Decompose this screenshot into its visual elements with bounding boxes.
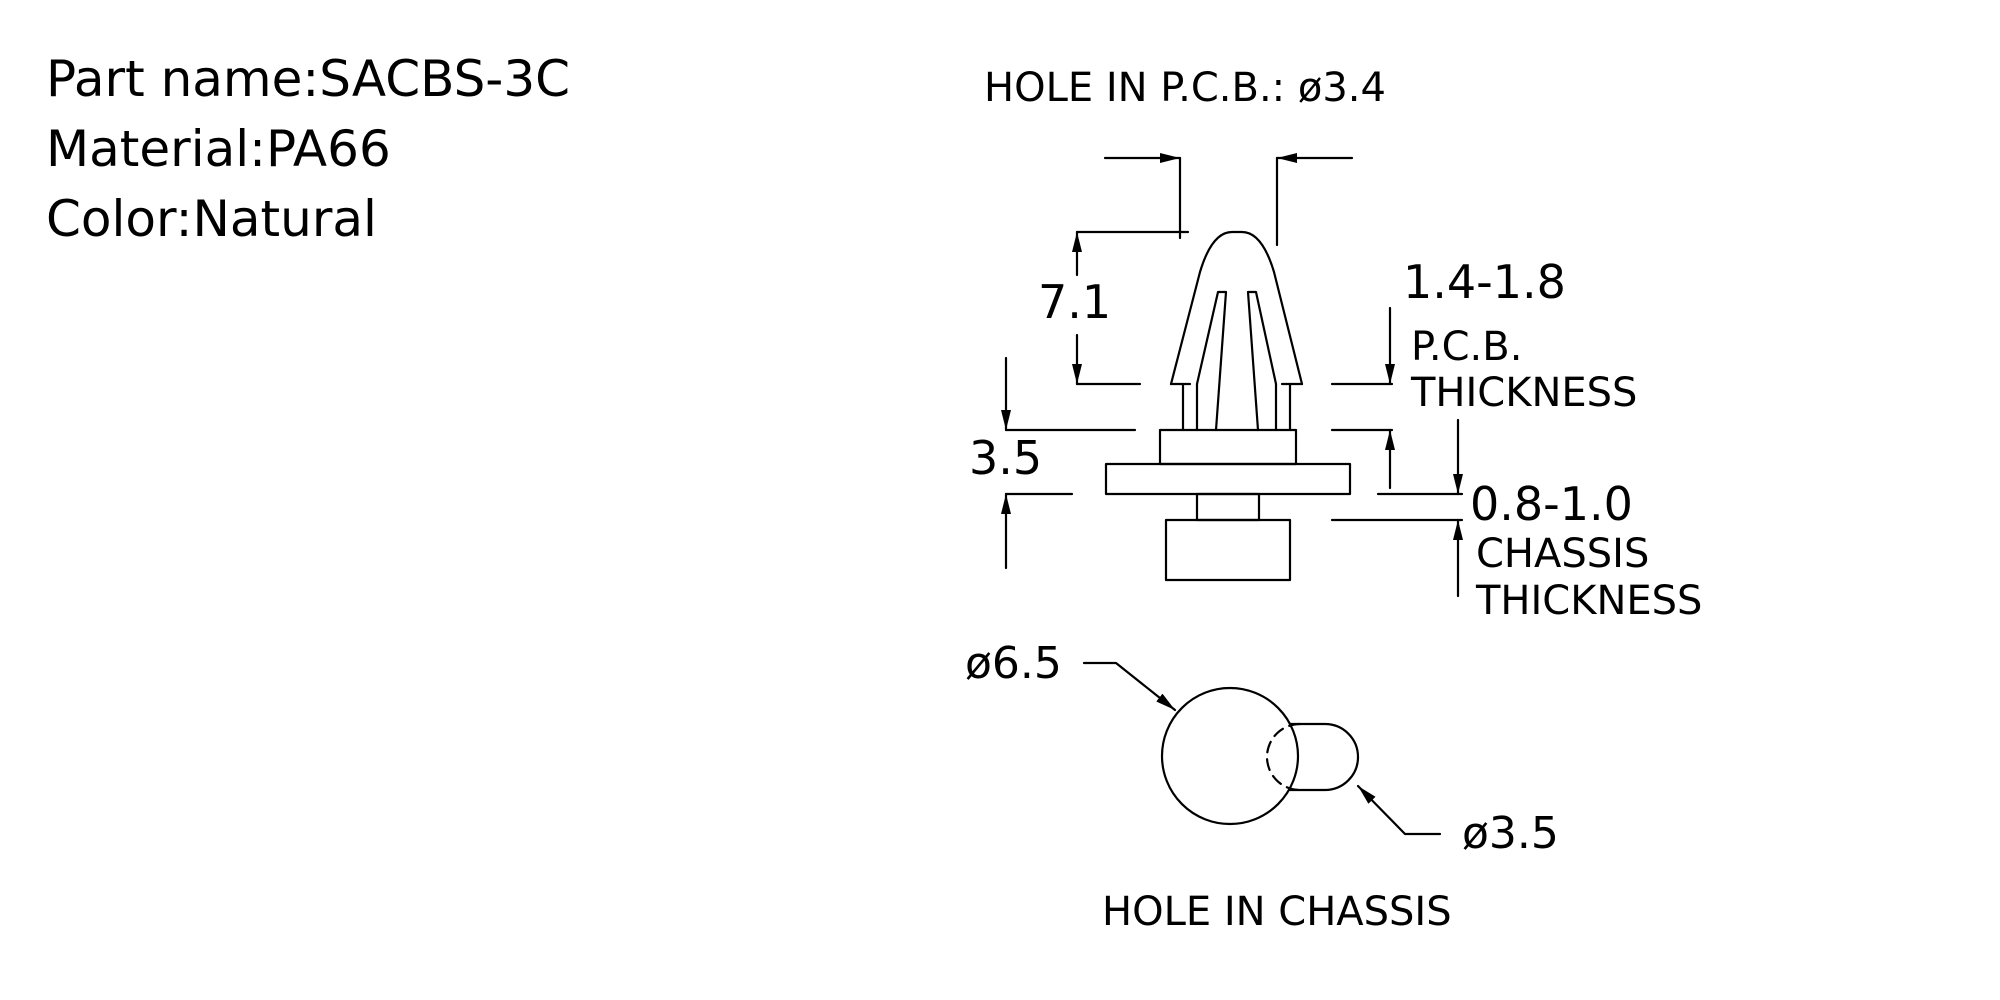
small-diameter-label: ø3.5 [1462,808,1559,859]
clip-side-view [1104,230,1352,582]
pcb-thickness-label-1: P.C.B. [1411,324,1522,370]
chassis-hole-view [1082,661,1442,836]
chassis-thickness-dimension [1330,418,1464,598]
pcb-hole-dimension [1103,153,1354,247]
chassis-hole-label: HOLE IN CHASSIS [1102,889,1452,935]
height-value: 7.1 [1038,275,1111,329]
height-dimension [1072,230,1190,386]
chassis-thickness-value: 0.8-1.0 [1470,477,1633,531]
material-text: Material:PA66 [46,120,391,178]
part-info: Part name:SACBS-3C Material:PA66 Color:N… [46,44,570,254]
chassis-thickness-label-2: THICKNESS [1475,578,1702,624]
large-diameter-label: ø6.5 [965,638,1062,689]
part-name-text: Part name:SACBS-3C [46,50,571,108]
pcb-thickness-dimension [1330,306,1395,490]
base-value: 3.5 [969,431,1042,485]
pcb-thickness-label-2: THICKNESS [1410,370,1637,416]
chassis-thickness-label-1: CHASSIS [1476,531,1649,577]
pcb-thickness-value: 1.4-1.8 [1403,255,1566,309]
color-text: Color:Natural [46,190,377,248]
base-dimension [1001,356,1137,570]
pcb-hole-label: HOLE IN P.C.B.: ø3.4 [984,65,1386,111]
